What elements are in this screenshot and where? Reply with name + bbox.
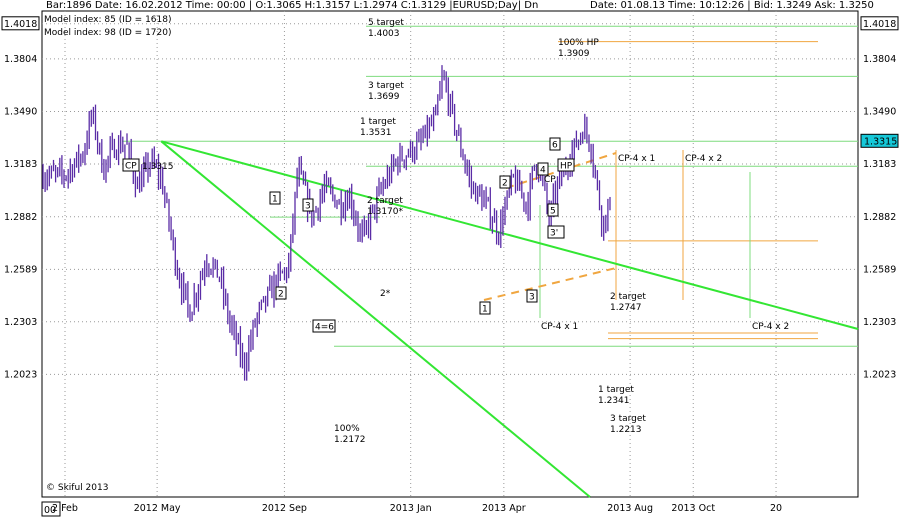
header-left: Bar:1896 Date: 16.02.2012 Time: 00:00 | …	[46, 0, 539, 11]
point-hp: HP	[560, 162, 573, 172]
point-1-box	[269, 191, 281, 205]
corner-label: 00	[44, 505, 56, 516]
target-5-label: 5 target	[368, 18, 404, 28]
current-price-value: 1.3315	[864, 136, 897, 147]
price-tick-left: 1.4018	[4, 19, 37, 30]
time-tick: 2012 Sep	[262, 503, 307, 514]
time-label-cp4x2: CP-4 x 2	[685, 154, 722, 164]
model-label-1: Model index: 85 (ID = 1618)	[44, 15, 172, 25]
price-tick-right: 1.2303	[863, 317, 896, 328]
model-label-2: Model index: 98 (ID = 1720)	[44, 28, 172, 38]
target-5-value: 1.4003	[368, 29, 400, 39]
top-price-box-right	[860, 16, 899, 31]
target-1-label: 1 target	[360, 117, 396, 127]
point-2: 2	[278, 290, 284, 300]
point-5: 5	[550, 207, 556, 217]
target-hp-value: 1.3909	[558, 49, 590, 59]
target-3-value: 1.3699	[368, 92, 400, 102]
price-tick-right: 1.2023	[863, 369, 896, 380]
axes: 1.4018 1.4018 1.3804 1.3804 1.3490 1.3490 1.31…	[1, 16, 899, 517]
point-cp-value: 1.3315	[142, 162, 174, 172]
price-tick-right: 1.3490	[863, 106, 896, 117]
price-tick-left: 1.2882	[4, 212, 37, 223]
copyright: © Skiful 2013	[46, 483, 109, 493]
point-1-b-box	[479, 301, 491, 315]
target-3-label: 3 target	[368, 81, 404, 91]
point-1-b: 1	[482, 305, 488, 315]
point-cp-box	[122, 158, 140, 172]
current-price-tag	[860, 133, 899, 148]
target-hp-label: 100% HP	[558, 38, 599, 48]
time-label-cp4x1: CP-4 x 1	[618, 154, 655, 164]
point-5-box	[547, 203, 559, 217]
target-1-low-value: 1.2341	[598, 396, 630, 406]
trendline-lower	[160, 140, 591, 498]
time-tick: 20	[770, 503, 782, 514]
point-cp-b: CP	[544, 175, 556, 185]
point-2-box	[275, 286, 287, 300]
point-2-b-box	[499, 175, 511, 189]
price-tick-left: 1.3490	[4, 106, 37, 117]
point-4-b-box	[537, 162, 549, 176]
price-tick-right: 1.3183	[863, 159, 896, 170]
point-4eq6-box	[312, 319, 336, 333]
point-cp: CP	[125, 162, 137, 172]
target-1-value: 1.3531	[360, 128, 392, 138]
point-3prime: 3'	[550, 229, 558, 239]
point-4-b: 4	[540, 166, 546, 176]
target-3-low-value: 1.2213	[610, 425, 642, 435]
price-tick-left: 1.2303	[4, 317, 37, 328]
time-tick: 2012 May	[134, 503, 181, 514]
point-3-box	[302, 198, 314, 212]
time-tick: 2013 Jan	[390, 503, 432, 514]
point-2-b: 2	[502, 179, 508, 189]
price-tick-right: 1.2589	[863, 264, 896, 275]
time-tick: 2013 Oct	[671, 503, 715, 514]
point-2star: 2*	[380, 289, 391, 299]
point-hp-box	[557, 158, 575, 172]
target-2star-value: 1.3170*	[367, 207, 403, 217]
trendline-upper	[160, 140, 859, 330]
point-3prime-box	[547, 225, 565, 239]
price-tick-left: 1.3183	[4, 159, 37, 170]
target-2star-label: 2 target	[367, 196, 403, 206]
corner-box	[41, 501, 61, 517]
time-label-cp4x1-b: CP-4 x 1	[541, 322, 578, 332]
point-6: 6	[552, 141, 558, 151]
time-tick: 2 Feb	[52, 503, 78, 514]
target-2-label: 2 target	[610, 292, 646, 302]
overlays	[122, 25, 859, 498]
plot-area	[41, 10, 859, 498]
channel-lower	[483, 267, 617, 301]
price-tick-right: 1.4018	[863, 19, 896, 30]
time-tick: 2013 Aug	[607, 503, 653, 514]
price-tick-right: 1.2882	[863, 212, 896, 223]
target-100-value: 1.2172	[334, 435, 366, 445]
target-100-label: 100%	[334, 424, 360, 434]
point-3: 3	[305, 202, 311, 212]
point-3-b: 3	[529, 293, 535, 303]
grid	[42, 11, 858, 497]
point-3-b-box	[526, 289, 538, 303]
time-tick: 2013 Apr	[482, 503, 526, 514]
top-price-box-left	[1, 16, 40, 31]
price-tick-left: 1.2589	[4, 264, 37, 275]
price-tick-left: 1.3804	[4, 54, 37, 65]
target-2-value: 1.2747	[610, 303, 642, 313]
annotations: CP 1.3315 1 2 3 4=6 2* 1 2 3 3' 4 5 6 HP CP 5 target1.40…	[122, 18, 789, 445]
point-6-box	[549, 137, 561, 151]
price-tick-left: 1.2023	[4, 369, 37, 380]
point-1: 1	[272, 195, 278, 205]
price-tick-right: 1.3804	[863, 54, 896, 65]
target-3-low-label: 3 target	[610, 414, 646, 424]
time-label-cp4x2-b: CP-4 x 2	[752, 322, 789, 332]
target-1-low-label: 1 target	[598, 385, 634, 395]
header-right: Date: 01.08.13 Time: 10:12:26 | Bid: 1.3…	[590, 0, 874, 11]
point-4eq6: 4=6	[315, 323, 334, 333]
